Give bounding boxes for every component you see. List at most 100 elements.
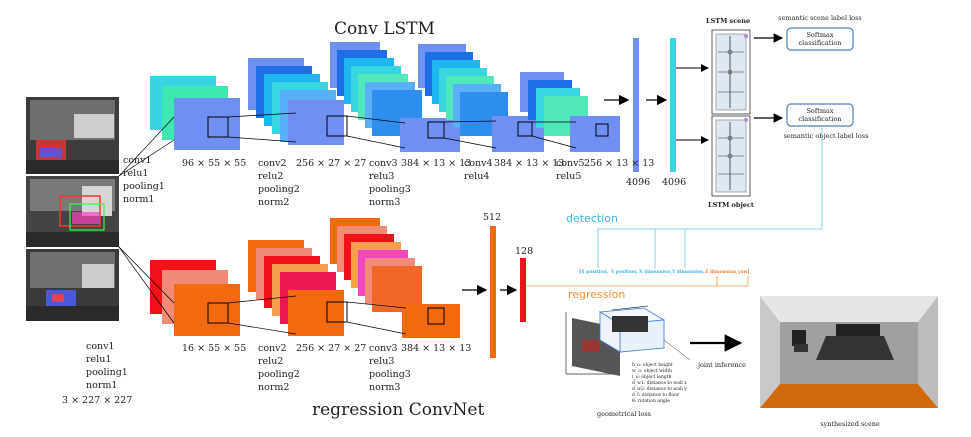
layer-label: conv2 — [258, 343, 287, 354]
reg-fc2-dim: 128 — [515, 246, 533, 257]
layer-label: pooling2 — [258, 184, 300, 195]
lstm-layer-2 — [248, 58, 348, 145]
legend-item: d_w1: distance to wall x — [632, 380, 687, 386]
input-image-2 — [26, 176, 119, 247]
layer-label: relu2 — [258, 356, 283, 367]
synthesized-scene-label: synthesized scene — [820, 420, 880, 428]
param-x-position: [X position, — [579, 269, 609, 275]
layer-label: relu3 — [369, 171, 394, 182]
lstm-layer-5 — [520, 72, 620, 152]
regression-label: regression — [568, 288, 625, 301]
reg-projection-lines — [227, 295, 407, 335]
lstm-object-cell — [711, 115, 751, 197]
reg1-dim: 16 × 55 × 55 — [182, 343, 246, 354]
layer-label: conv1 — [86, 341, 115, 352]
lstm-object-title: LSTM object — [708, 201, 754, 209]
lstm-layer1-labels: conv1 relu1 pooling1 norm1 — [123, 155, 165, 205]
reg-fc-128 — [520, 258, 526, 322]
input-images — [26, 97, 119, 321]
input-dim: 3 × 227 × 227 — [62, 395, 132, 406]
layer-label: conv2 — [258, 158, 287, 169]
detection-connector — [597, 128, 823, 268]
reg-layer2-labels: conv2 relu2 pooling2 norm2 — [258, 343, 300, 393]
lstm5-dim: 256 × 13 × 13 — [584, 158, 654, 169]
conv-lstm-title: Conv LSTM — [334, 19, 435, 39]
softmax-object-line2: classification — [799, 115, 842, 123]
regression-connector — [527, 276, 749, 287]
softmax-scene-line2: classification — [799, 39, 842, 47]
detection-label: detection — [566, 212, 618, 225]
lstm-scene-cell — [711, 29, 751, 115]
reg-layer3-labels: conv3 relu3 pooling3 norm3 — [369, 343, 411, 393]
softmax-object-box — [786, 103, 854, 127]
lstm-layer3-labels: conv3 relu3 pooling3 norm3 — [369, 158, 411, 208]
reg3-dim: 384 × 13 × 13 — [401, 343, 471, 354]
lstm-layer-4 — [418, 44, 544, 152]
param-yaw: yaw] — [737, 269, 750, 275]
fc-b-dim: 4096 — [662, 177, 686, 188]
param-z-dimension: Z dimension, — [705, 269, 738, 275]
lstm-scene-title: LSTM scene — [706, 17, 750, 25]
layer-label: norm1 — [123, 194, 154, 205]
prediction-params: [X position, Y position, X dimension, Y … — [579, 269, 750, 275]
softmax-scene-box — [786, 27, 854, 51]
input-projection-lines — [118, 116, 175, 324]
layer-label: conv3 — [369, 158, 398, 169]
input-image-1 — [26, 97, 119, 174]
reg-layer-3 — [330, 218, 460, 338]
layer-label: pooling1 — [86, 367, 128, 378]
reg-fc1-dim: 512 — [483, 212, 501, 223]
layer-label: conv5 — [556, 158, 585, 169]
joint-inference-label: joint inference — [697, 361, 746, 369]
input-image-3 — [26, 249, 119, 321]
lstm-projection-lines — [227, 112, 577, 149]
legend-item: h_o: object height — [632, 362, 673, 368]
layer-label: relu1 — [123, 168, 148, 179]
layer-label: relu3 — [369, 356, 394, 367]
regression-convnet-title: regression ConvNet — [312, 400, 484, 420]
semantic-object-loss-label: semantic object label loss — [784, 132, 869, 140]
layer-label: relu5 — [556, 171, 581, 182]
layer-label: pooling1 — [123, 181, 165, 192]
layer-label: conv4 — [464, 158, 493, 169]
geometric-legend: h_o: object height w_o: object width l_o… — [632, 362, 687, 404]
layer-label: norm3 — [369, 382, 400, 393]
geometric-loss-illustration — [565, 305, 691, 376]
reg-layer-1 — [150, 260, 240, 336]
layer-label: conv3 — [369, 343, 398, 354]
legend-item: d_f: distance to floor — [632, 392, 680, 398]
legend-item: d_w2: distance to wall y — [632, 386, 687, 392]
lstm-layer2-labels: conv2 relu2 pooling2 norm2 — [258, 158, 300, 208]
lstm-layer4-labels: conv4 relu4 — [464, 158, 493, 182]
layer-label: conv1 — [123, 155, 152, 166]
reg2-dim: 256 × 27 × 27 — [296, 343, 366, 354]
softmax-scene-line1: Softmax — [806, 31, 833, 39]
param-y-position: Y position, — [610, 269, 638, 275]
lstm2-dim: 256 × 27 × 27 — [296, 158, 366, 169]
fc-a-dim: 4096 — [626, 177, 650, 188]
lstm4-dim: 384 × 13 × 13 — [494, 158, 564, 169]
reg-fc-512 — [490, 226, 496, 358]
fc-4096-a — [633, 38, 639, 172]
layer-label: norm3 — [369, 197, 400, 208]
geometrical-loss-label: geometrical loss — [597, 410, 651, 418]
fc-4096-b — [670, 38, 676, 172]
legend-item: l_o: object length — [632, 374, 671, 380]
softmax-object-line1: Softmax — [806, 107, 833, 115]
lstm-layer-1 — [150, 76, 240, 150]
legend-item: w_o: object width — [632, 368, 672, 374]
layer-label: pooling3 — [369, 369, 411, 380]
layer-label: norm2 — [258, 382, 289, 393]
lstm-layer-3 — [330, 42, 460, 152]
layer-label: relu1 — [86, 354, 111, 365]
layer-label: norm1 — [86, 380, 117, 391]
layer-label: pooling2 — [258, 369, 300, 380]
input-layer-labels: conv1 relu1 pooling1 norm1 3 × 227 × 227 — [62, 341, 132, 406]
layer-label: relu4 — [464, 171, 489, 182]
reg-layer-2 — [248, 240, 348, 336]
lstm1-dim: 96 × 55 × 55 — [182, 158, 246, 169]
lstm-layer5-labels: conv5 relu5 — [556, 158, 585, 182]
synthesized-scene — [760, 296, 938, 408]
param-y-dimension: Y dimension, — [671, 269, 705, 275]
